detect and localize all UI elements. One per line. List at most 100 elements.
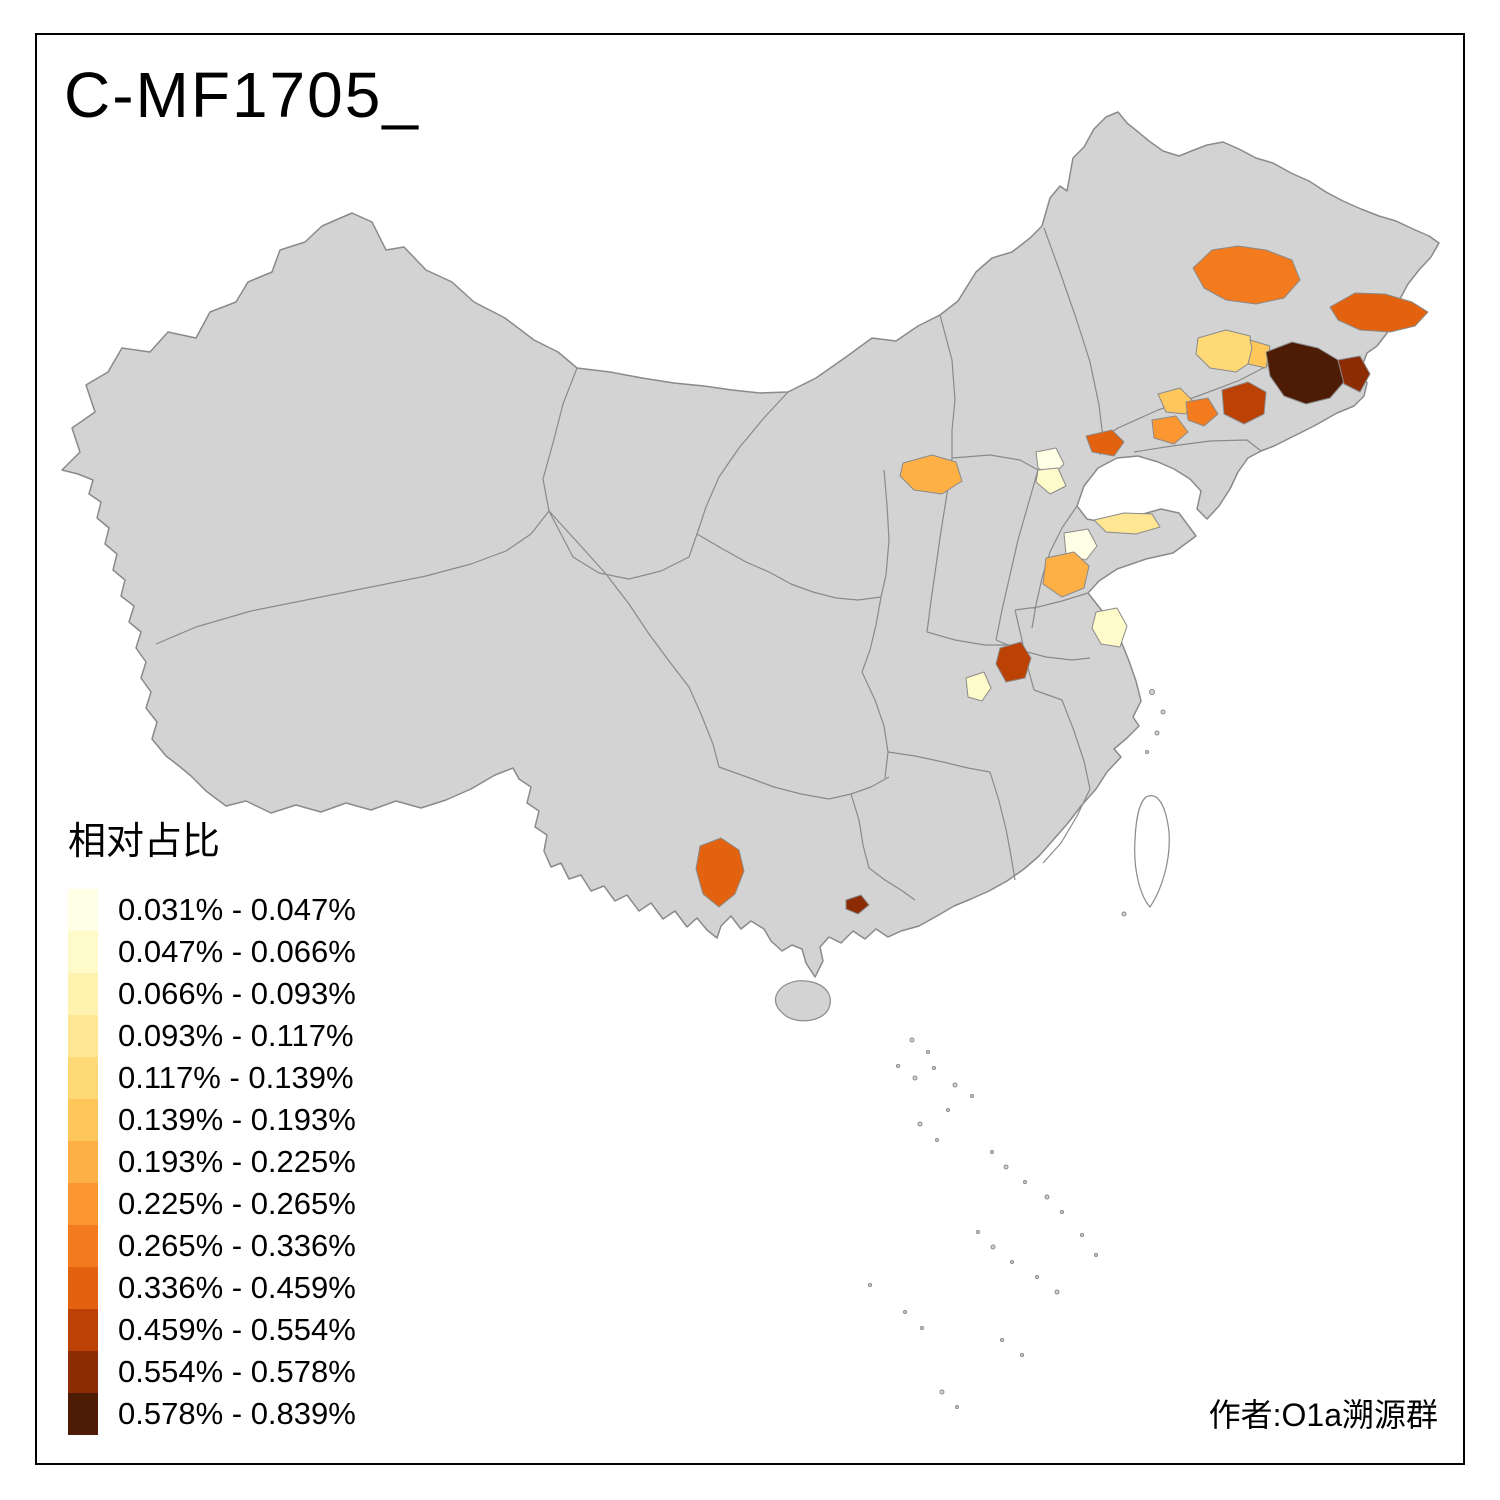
china-mainland-outline (61, 111, 1440, 978)
legend-label: 0.193% - 0.225% (118, 1144, 356, 1179)
legend-row: 0.336% - 0.459% (68, 1267, 356, 1309)
legend-label: 0.265% - 0.336% (118, 1228, 356, 1263)
legend-row: 0.047% - 0.066% (68, 931, 356, 973)
author-credit: 作者:O1a溯源群 (1208, 1397, 1438, 1433)
legend-label: 0.336% - 0.459% (118, 1270, 356, 1305)
legend-swatch (68, 1225, 98, 1267)
legend-swatch (68, 1141, 98, 1183)
island-dot (1149, 689, 1155, 695)
island-dot (955, 1405, 959, 1409)
legend-row: 0.265% - 0.336% (68, 1225, 356, 1267)
legend-row: 0.066% - 0.093% (68, 973, 356, 1015)
island-dot (896, 1064, 900, 1068)
island-dot (932, 1066, 936, 1070)
colored-region (1337, 355, 1371, 393)
legend-row: 0.117% - 0.139% (68, 1057, 356, 1099)
island-dot (1154, 730, 1160, 736)
island-dot (909, 1037, 915, 1043)
island-dot (1010, 1260, 1014, 1264)
colored-region (1035, 467, 1067, 495)
legend-row: 0.139% - 0.193% (68, 1099, 356, 1141)
island-dot (1094, 1253, 1098, 1257)
legend-label: 0.066% - 0.093% (118, 976, 356, 1011)
colored-region (1093, 512, 1161, 535)
island-dot (1054, 1289, 1060, 1295)
island-dot (903, 1310, 907, 1314)
legend-row: 0.031% - 0.047% (68, 889, 356, 931)
legend-swatch (68, 1267, 98, 1309)
legend-row: 0.459% - 0.554% (68, 1309, 356, 1351)
legend-swatch (68, 1351, 98, 1393)
island-dot (1003, 1164, 1009, 1170)
island-dot (1023, 1180, 1027, 1184)
legend-label: 0.139% - 0.193% (118, 1102, 356, 1137)
taiwan-island (1134, 795, 1170, 908)
island-dot (990, 1150, 994, 1154)
island-dot (1000, 1338, 1004, 1342)
legend-label: 0.031% - 0.047% (118, 892, 356, 927)
legend-label: 0.047% - 0.066% (118, 934, 356, 969)
legend-title: 相对占比 (68, 821, 221, 863)
colored-region (1221, 381, 1267, 425)
legend-swatch (68, 973, 98, 1015)
island-dot (935, 1138, 939, 1142)
plot-frame (35, 33, 1465, 1465)
island-dot (1080, 1233, 1084, 1237)
island-dot (920, 1326, 924, 1330)
island-dot (1035, 1275, 1039, 1279)
island-dot (970, 1094, 974, 1098)
colored-region (1265, 341, 1345, 405)
island-dot (1060, 1210, 1064, 1214)
colored-region (1085, 429, 1125, 457)
province-borders (155, 227, 1300, 901)
colored-region (1151, 415, 1189, 445)
legend-swatch (68, 1183, 98, 1225)
legend-swatch (68, 1393, 98, 1435)
colored-region (995, 641, 1032, 683)
island-dot (946, 1108, 950, 1112)
legend-label: 0.117% - 0.139% (118, 1060, 354, 1095)
island-dot (1020, 1353, 1024, 1357)
island-dot (1044, 1194, 1050, 1200)
legend-label: 0.554% - 0.578% (118, 1354, 356, 1389)
colored-region (899, 454, 963, 495)
island-dot (976, 1230, 980, 1234)
legend-swatch (68, 889, 98, 931)
island-dot (912, 1075, 918, 1081)
legend-row: 0.554% - 0.578% (68, 1351, 356, 1393)
legend-swatch (68, 1099, 98, 1141)
colored-region (695, 837, 745, 908)
colored-region (1247, 339, 1271, 369)
island-dot (917, 1121, 923, 1127)
legend-swatch (68, 1309, 98, 1351)
island-dot (939, 1389, 945, 1395)
colored-regions (695, 245, 1429, 915)
legend-swatch (68, 1015, 98, 1057)
island-dot (990, 1244, 996, 1250)
legend-row: 0.578% - 0.839% (68, 1393, 356, 1435)
island-dot (1121, 911, 1127, 917)
legend-label: 0.225% - 0.265% (118, 1186, 356, 1221)
legend-swatch (68, 931, 98, 973)
island-dot (952, 1082, 958, 1088)
legend: 相对占比 0.031% - 0.047% 0.047% - 0.066% 0.0… (68, 810, 356, 1435)
colored-region (965, 671, 992, 702)
colored-region (1192, 245, 1301, 305)
colored-region (1185, 397, 1219, 427)
colored-region (1329, 292, 1429, 333)
colored-region (1195, 329, 1255, 373)
legend-row: 0.193% - 0.225% (68, 1141, 356, 1183)
island-dot (1145, 750, 1149, 754)
legend-row: 0.225% - 0.265% (68, 1183, 356, 1225)
island-dot (868, 1283, 872, 1287)
south-china-sea-islands (868, 689, 1166, 1409)
legend-row: 0.093% - 0.117% (68, 1015, 356, 1057)
colored-region (1091, 607, 1128, 648)
plot-title: C-MF1705_ (64, 59, 420, 131)
legend-label: 0.093% - 0.117% (118, 1018, 354, 1053)
island-dot (1160, 709, 1166, 715)
colored-region (1042, 551, 1090, 598)
